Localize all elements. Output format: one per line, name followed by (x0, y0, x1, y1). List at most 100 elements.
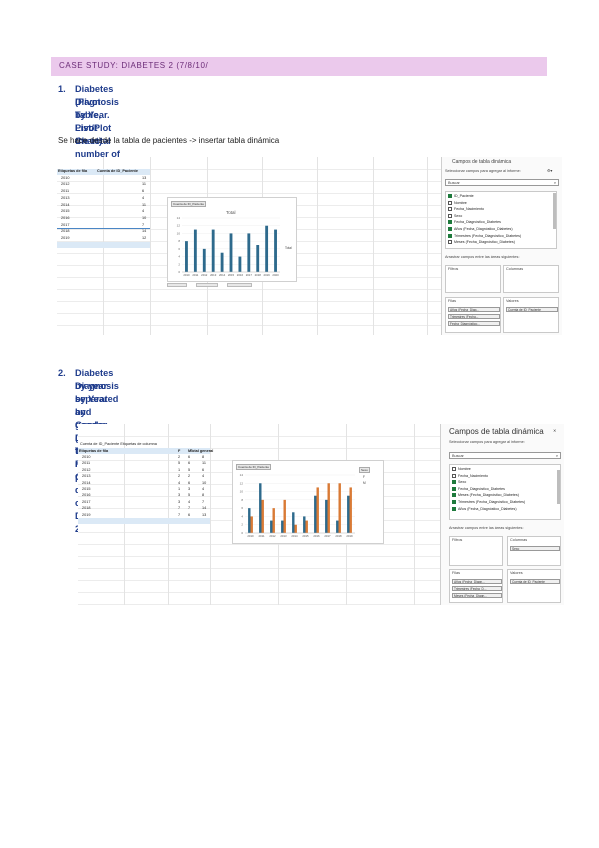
pivot2-cell[interactable]: 7 (178, 512, 181, 517)
pivot-chart-by-year-gender[interactable]: Cuenta de ID_Paciente 0 2 4 6 8 10 12 14 2010 201… (232, 460, 384, 544)
field-checkbox[interactable] (448, 207, 452, 212)
pivot-header-cell[interactable]: Cuenta de ID_Paciente (97, 169, 138, 173)
zone2-filters[interactable]: Filtros (449, 536, 503, 566)
rows2-pill-2[interactable]: Trimestres (Fecha_D... (452, 586, 502, 591)
pivot2-header-cell[interactable]: Etiquetas de fila (79, 449, 109, 453)
pivot-cell[interactable]: 14 (142, 229, 147, 234)
pivot2-cell[interactable]: 2010 (82, 455, 91, 459)
field-label[interactable]: Fecha_Nacimiento (458, 473, 488, 478)
pivot2-cell[interactable]: 2013 (82, 474, 91, 479)
pivot2-cell[interactable]: 2 (178, 455, 181, 459)
field-label[interactable]: Nombre (458, 467, 471, 471)
pivot2-cell[interactable]: 2 (178, 474, 181, 479)
field-label[interactable]: Años (Fecha_Diagnóstico_Diabetes) (458, 506, 517, 511)
pivot-header-cell[interactable]: Etiquetas de fila (58, 169, 88, 173)
pivot-cell[interactable]: 11 (142, 182, 146, 187)
chart-field-button[interactable]: Cuenta de ID_Paciente (171, 201, 207, 207)
field-checkbox[interactable] (448, 194, 452, 198)
pivot2-cell[interactable]: 8 (202, 493, 205, 498)
pivot2-cell[interactable]: 2014 (82, 480, 91, 485)
field-checkbox[interactable] (448, 240, 452, 245)
pivot2-cell[interactable]: 2017 (82, 499, 91, 504)
values2-pill[interactable]: Cuenta de ID_Paciente (510, 579, 560, 584)
pivot2-cell[interactable]: 1 (178, 487, 181, 491)
field-label[interactable]: Fecha_Nacimiento (454, 207, 484, 212)
pivot2-cell[interactable]: 2011 (82, 461, 91, 466)
field-label[interactable]: Sexo (458, 480, 467, 485)
pivot2-cell[interactable]: 6 (188, 480, 191, 485)
pivot2-cell[interactable]: 2016 (82, 493, 91, 498)
pivot2-header-cell[interactable]: M (188, 449, 192, 453)
field-checkbox[interactable] (452, 467, 456, 471)
pivot2-cell[interactable]: 5 (188, 493, 191, 498)
field-label[interactable]: Años (Fecha_Diagnóstico_Diabetes) (454, 227, 513, 231)
field-checkbox[interactable] (448, 213, 452, 218)
pivot2-header-cell[interactable]: F (178, 449, 181, 453)
pivot2-cell[interactable]: 6 (188, 455, 191, 459)
field-label[interactable]: Fecha_Diagnóstico_Diabetes (454, 220, 501, 225)
pivot2-cell[interactable]: 4 (188, 499, 191, 504)
pivot2-cell[interactable]: 8 (202, 455, 205, 459)
pivot2-cell[interactable]: 13 (202, 512, 207, 517)
gear-icon[interactable]: ⚙▾ (547, 169, 553, 173)
zone2-rows[interactable]: Filas Años (Fecha_Diagn... Trimestres (F… (449, 569, 503, 603)
chart-axis-field-button-2[interactable] (196, 283, 218, 287)
pivot2-cell[interactable]: 6 (188, 512, 191, 517)
pivot2-cell[interactable]: 7 (188, 506, 191, 511)
pivot2-cell[interactable]: 1 (178, 467, 181, 472)
pivot-cell[interactable]: 2018 (61, 229, 70, 234)
pivot-cell[interactable]: 2014 (61, 202, 70, 207)
field-label[interactable]: Sexo (454, 213, 463, 218)
pivot2-cell[interactable]: 2018 (82, 506, 91, 511)
pivot2-cell[interactable]: 6 (188, 461, 191, 466)
pivot2-cell[interactable]: 2012 (82, 467, 91, 472)
pivot-cell[interactable]: 2012 (61, 182, 70, 187)
pivot-cell[interactable]: 10 (142, 215, 147, 220)
pivot-cell[interactable]: 2013 (61, 195, 70, 200)
pivot-cell[interactable]: 7 (142, 222, 145, 227)
close-icon[interactable]: ✕ (553, 429, 557, 433)
rows2-pill-3[interactable]: Meses (Fecha_Diagn... (452, 593, 502, 598)
pivot-cell[interactable]: 11 (142, 202, 146, 207)
field-checkbox[interactable] (452, 486, 456, 491)
field-list2-scrollbar[interactable] (557, 470, 560, 504)
zone-rows[interactable]: Filas Años (Fecha_Diag... Trimestres (Fe… (445, 297, 501, 333)
pivot2-cell[interactable]: 4 (202, 487, 205, 491)
pivot-cell[interactable]: 2010 (61, 175, 70, 180)
pivot-cell[interactable]: 4 (142, 195, 145, 200)
pivot2-cell[interactable]: 5 (188, 467, 191, 472)
field-checkbox[interactable] (452, 500, 456, 504)
chart2-field-button[interactable]: Cuenta de ID_Paciente (236, 464, 272, 470)
pane2-search-input[interactable]: Buscar ⌕ (449, 452, 561, 459)
field-label[interactable]: Meses (Fecha_Diagnóstico_Diabetes) (458, 493, 519, 498)
pivot-chart-by-year[interactable]: Cuenta de ID_Paciente Total 0 2 4 6 8 10 12 14 2… (167, 197, 297, 282)
pivot-cell[interactable]: 6 (142, 189, 145, 194)
pivot-cell[interactable]: 2015 (61, 209, 70, 214)
pivot-cell[interactable]: 2011 (61, 189, 70, 194)
zone-values[interactable]: Valores Cuenta de ID_Paciente (503, 297, 559, 333)
zone2-values[interactable]: Valores Cuenta de ID_Paciente (507, 569, 561, 603)
pivot2-cell[interactable]: 3 (178, 499, 181, 504)
pivot2-cell[interactable]: 3 (178, 493, 181, 498)
field-checkbox[interactable] (448, 233, 452, 238)
zone2-columns[interactable]: Columnas Sexo (507, 536, 561, 566)
chart2-legend-title[interactable]: Sexo (359, 467, 370, 473)
rows2-pill-1[interactable]: Años (Fecha_Diagn... (452, 579, 502, 584)
pivot2-cell[interactable]: 6 (202, 467, 205, 472)
values-pill[interactable]: Cuenta de ID_Paciente (506, 307, 558, 312)
pivot-cell[interactable]: 2016 (61, 215, 70, 220)
field-checkbox[interactable] (452, 480, 456, 485)
field-label[interactable]: Trimestres (Fecha_Diagnóstico_Diabetes) (454, 233, 522, 238)
field-checkbox[interactable] (452, 473, 456, 478)
field-list-scrollbar[interactable] (553, 193, 556, 229)
pivot-cell[interactable]: 2017 (61, 222, 70, 227)
pivot2-cell[interactable]: 11 (202, 461, 206, 466)
field-label[interactable]: Trimestres (Fecha_Diagnóstico_Diabetes) (458, 500, 526, 504)
pivot2-cell[interactable]: 2 (188, 474, 191, 479)
field-label[interactable]: Meses (Fecha_Diagnóstico_Diabetes) (454, 240, 515, 245)
pivot2-cell[interactable]: 4 (202, 474, 205, 479)
field-checkbox[interactable] (452, 506, 456, 511)
pivot-cell[interactable]: 2019 (61, 236, 70, 240)
field-label[interactable]: Nombre (454, 200, 467, 205)
pivot2-cell[interactable]: 2015 (82, 487, 91, 491)
